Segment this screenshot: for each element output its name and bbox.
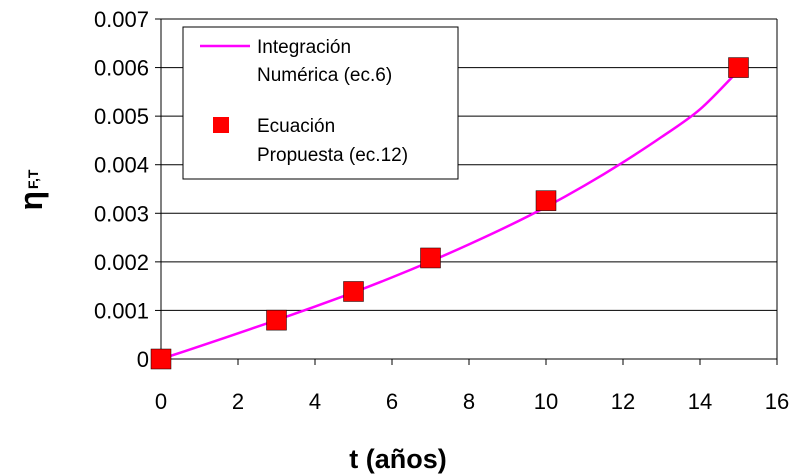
- y-axis-title-main: η: [13, 191, 49, 211]
- plot-series: [150, 57, 749, 370]
- y-axis-title: η F,T: [13, 169, 49, 210]
- legend: Integración Numérica (ec.6) Ecuación Pro…: [182, 26, 459, 180]
- series-marker-ecuacion: [535, 190, 557, 211]
- series-marker-ecuacion: [420, 247, 441, 269]
- y-tick-label: 0: [137, 347, 149, 372]
- y-tick-label: 0.006: [94, 56, 149, 81]
- legend-box: [182, 26, 459, 180]
- y-tick-label: 0.001: [94, 298, 149, 323]
- y-tick-label: 0.002: [94, 250, 149, 275]
- x-tick-label: 12: [611, 389, 635, 414]
- x-axis-title: t (años): [349, 444, 447, 474]
- x-tick-label: 0: [155, 389, 167, 414]
- y-tick-label: 0.003: [94, 201, 149, 226]
- series-marker-ecuacion: [728, 57, 749, 78]
- series-marker-ecuacion: [343, 281, 364, 302]
- x-tick-label: 8: [463, 389, 475, 414]
- x-tick-label: 16: [765, 389, 789, 414]
- y-tick-label: 0.007: [94, 7, 149, 32]
- legend-label-integracion-1: Integración: [257, 37, 351, 58]
- legend-label-ecuacion-2: Propuesta (ec.12): [257, 145, 408, 166]
- series-line-integracion: [160, 69, 740, 361]
- y-tick-labels: 0 0.001 0.002 0.003 0.004 0.005 0.006 0.007: [94, 7, 149, 372]
- x-tick-label: 6: [386, 389, 398, 414]
- x-tick-label: 2: [232, 389, 244, 414]
- legend-label-ecuacion-1: Ecuación: [257, 116, 335, 137]
- x-tick-labels: 0 2 4 6 8 10 12 14 16: [155, 389, 789, 414]
- y-axis-title-subscript: F,T: [25, 169, 41, 189]
- y-tick-label: 0.005: [94, 104, 149, 129]
- x-tick-label: 10: [534, 389, 558, 414]
- axes: [155, 18, 778, 365]
- x-tick-label: 4: [309, 389, 321, 414]
- legend-label-integracion-2: Numérica (ec.6): [257, 65, 392, 86]
- legend-swatch-square: [213, 117, 229, 133]
- x-tick-label: 14: [688, 389, 712, 414]
- series-marker-ecuacion: [150, 348, 172, 370]
- y-tick-label: 0.004: [94, 153, 149, 178]
- series-marker-ecuacion: [266, 309, 287, 331]
